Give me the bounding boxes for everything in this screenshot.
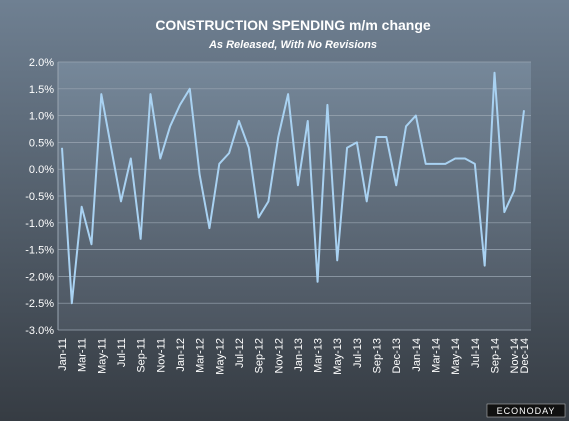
x-tick-label: Jan-14 — [411, 338, 423, 372]
x-tick-label: Jan-11 — [57, 338, 69, 371]
x-tick-label: Jan-13 — [293, 338, 305, 372]
x-tick-label: Nov-11 — [155, 338, 167, 373]
x-tick-label: Mar-14 — [431, 338, 443, 373]
x-tick-label: Jul-13 — [352, 338, 364, 368]
y-tick-label: -1.5% — [25, 245, 54, 257]
x-tick-label: Dec-14 — [519, 338, 531, 373]
x-tick-label: Sep-12 — [254, 338, 266, 373]
chart-title: CONSTRUCTION SPENDING m/m change — [155, 17, 431, 33]
logo-box — [486, 403, 566, 418]
data-line — [61, 71, 525, 305]
x-tick-label: May-11 — [96, 338, 108, 374]
x-tick-label: Nov-12 — [273, 338, 285, 373]
x-tick-label: Mar-11 — [77, 338, 89, 372]
x-tick-label: Sep-11 — [136, 338, 148, 373]
x-tick-label: May-13 — [332, 338, 344, 375]
x-tick-label: Jul-14 — [470, 338, 482, 368]
x-tick-label: May-12 — [214, 338, 226, 375]
x-tick-label: Sep-14 — [490, 338, 502, 373]
y-tick-label: -0.5% — [25, 191, 54, 203]
x-tick-label: Mar-13 — [313, 338, 325, 373]
x-tick-label: Nov-14 — [509, 338, 521, 373]
x-tick-label: Jan-12 — [175, 338, 187, 372]
x-tick-label: Dec-13 — [391, 338, 403, 373]
x-tick-label: May-14 — [450, 338, 462, 375]
y-tick-label: 2.0% — [29, 57, 54, 69]
y-tick-label: 0.0% — [29, 164, 54, 176]
y-tick-label: 1.0% — [29, 111, 54, 123]
y-tick-label: 0.5% — [29, 137, 54, 149]
logo: ECONODAY — [497, 406, 556, 416]
x-tick-label: Jul-12 — [234, 338, 246, 368]
y-tick-label: 1.5% — [29, 84, 54, 96]
x-tick-label: Sep-13 — [372, 338, 384, 373]
x-tick-label: Mar-12 — [195, 338, 207, 373]
chart-subtitle: As Released, With No Revisions — [208, 39, 377, 51]
x-tick-label: Jul-11 — [116, 338, 128, 367]
y-tick-label: -2.0% — [25, 271, 54, 283]
y-tick-label: -1.0% — [25, 218, 54, 230]
y-tick-label: -2.5% — [25, 298, 54, 310]
y-tick-label: -3.0% — [25, 325, 54, 337]
